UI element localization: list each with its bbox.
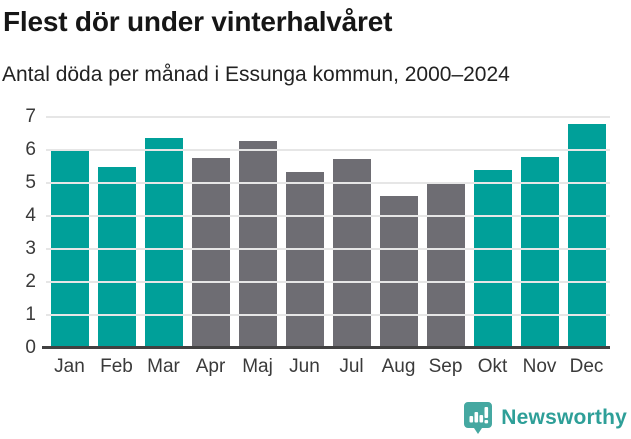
bar-slot-aug	[375, 117, 422, 348]
newsworthy-logo-text: Newsworthy	[501, 406, 627, 429]
newsworthy-logo: Newsworthy	[463, 401, 627, 435]
gridline-4	[46, 215, 610, 217]
bar-jul	[332, 159, 371, 348]
x-axis-labels: Jan Feb Mar Apr Maj Jun Jul Aug Sep Okt Nov Dec	[46, 354, 610, 380]
bar-okt	[473, 169, 512, 348]
x-tick-label-mar: Mar	[147, 356, 180, 377]
gridline-3	[46, 248, 610, 250]
bar-slot-mar	[140, 117, 187, 348]
bar-slot-jul	[328, 117, 375, 348]
gridline-5	[46, 182, 610, 184]
bar-maj	[238, 140, 277, 348]
bar-chart: Jan Feb Mar Apr Maj Jun Jul Aug Sep Okt Nov Dec 0 1 2…	[0, 100, 631, 400]
chart-title: Flest dör under vinterhalvåret	[3, 6, 393, 37]
bar-aug	[379, 196, 418, 348]
x-tick-label-maj: Maj	[242, 356, 273, 377]
gridline-6	[46, 149, 610, 151]
x-tick-label-sep: Sep	[428, 356, 463, 377]
bar-slot-nov	[516, 117, 563, 348]
y-tick-label-1: 1	[25, 304, 36, 325]
x-tick-label-feb: Feb	[100, 356, 133, 377]
gridline-2	[46, 281, 610, 283]
bar-apr	[191, 157, 230, 348]
x-tick-label-jul: Jul	[339, 356, 364, 377]
gridline-1	[46, 314, 610, 316]
x-tick-label-dec: Dec	[569, 356, 604, 377]
bar-slot-okt	[469, 117, 516, 348]
bar-jun	[285, 172, 324, 348]
x-tick-label-jan: Jan	[54, 356, 85, 377]
y-tick-label-3: 3	[25, 238, 36, 259]
bar-dec	[567, 123, 606, 348]
bar-slot-maj	[234, 117, 281, 348]
bar-nov	[520, 156, 559, 348]
bar-slot-apr	[187, 117, 234, 348]
y-tick-label-2: 2	[25, 271, 36, 292]
bar-slot-jun	[281, 117, 328, 348]
bar-slot-sep	[422, 117, 469, 348]
y-tick-label-0: 0	[25, 337, 36, 358]
chart-subtitle: Antal döda per månad i Essunga kommun, 2…	[2, 63, 510, 86]
bars-container	[46, 117, 610, 348]
x-tick-label-apr: Apr	[195, 356, 226, 377]
bar-feb	[97, 167, 136, 348]
bar-slot-dec	[563, 117, 610, 348]
x-axis-line	[42, 346, 610, 349]
x-tick-label-aug: Aug	[381, 356, 416, 377]
y-tick-label-4: 4	[25, 205, 36, 226]
gridline-7	[46, 116, 610, 118]
x-tick-label-nov: Nov	[522, 356, 557, 377]
bar-mar	[144, 138, 183, 348]
y-tick-label-6: 6	[25, 139, 36, 160]
bar-slot-feb	[93, 117, 140, 348]
bar-sep	[426, 181, 465, 348]
x-tick-label-okt: Okt	[477, 356, 508, 377]
x-tick-label-jun: Jun	[289, 356, 320, 377]
newsworthy-logo-icon	[464, 402, 493, 434]
y-tick-label-7: 7	[25, 106, 36, 127]
y-tick-label-5: 5	[25, 172, 36, 193]
plot-area	[42, 116, 610, 349]
